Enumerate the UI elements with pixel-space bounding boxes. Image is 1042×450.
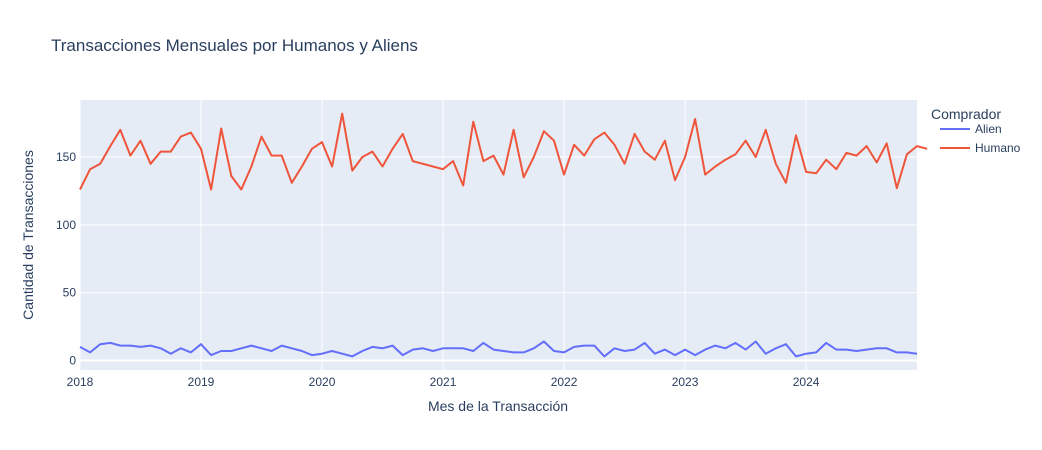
legend-item-humano[interactable]: Humano	[940, 141, 1021, 155]
chart-title: Transacciones Mensuales por Humanos y Al…	[51, 36, 418, 55]
plot-area	[80, 100, 917, 370]
x-axis-title: Mes de la Transacción	[428, 398, 568, 414]
legend-label: Humano	[975, 141, 1021, 155]
legend: Comprador Alien Humano	[931, 106, 1021, 155]
y-tick-label: 0	[69, 354, 76, 368]
y-tick-label: 150	[56, 150, 76, 164]
y-tick-label: 100	[56, 218, 76, 232]
legend-title: Comprador	[931, 106, 1001, 122]
series-line-humano	[79, 112, 928, 191]
y-tick-label: 50	[63, 286, 77, 300]
x-tick-label: 2024	[793, 375, 820, 389]
x-tick-label: 2022	[551, 375, 578, 389]
series-layer	[79, 112, 928, 358]
x-axis-ticks: 2018 2019 2020 2021 2022 2023 2024	[67, 375, 820, 389]
y-gridlines	[80, 156, 917, 362]
x-tick-label: 2020	[309, 375, 336, 389]
x-gridlines	[79, 100, 807, 370]
series-line-alien	[79, 340, 918, 358]
y-axis-title: Cantidad de Transacciones	[20, 150, 36, 320]
legend-item-alien[interactable]: Alien	[940, 122, 1002, 136]
legend-label: Alien	[975, 122, 1002, 136]
x-tick-label: 2019	[188, 375, 215, 389]
x-tick-label: 2018	[67, 375, 94, 389]
y-axis-ticks: 0 50 100 150	[56, 150, 76, 368]
x-tick-label: 2023	[672, 375, 699, 389]
x-tick-label: 2021	[430, 375, 457, 389]
